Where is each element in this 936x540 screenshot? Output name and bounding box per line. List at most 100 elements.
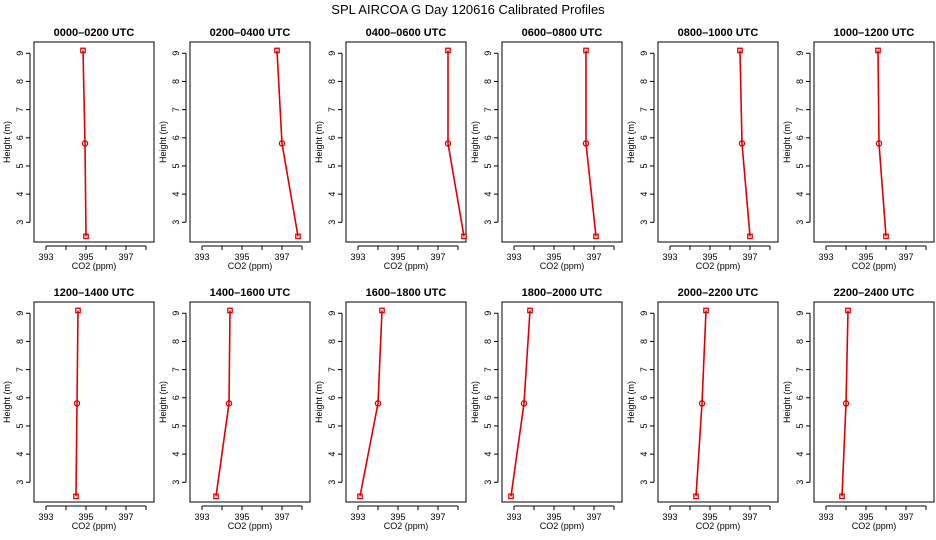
profile-point [845, 307, 851, 314]
y-tick-label: 9 [171, 311, 181, 316]
co2-profile-line [359, 310, 383, 497]
x-tick-label: 393 [662, 252, 677, 262]
y-tick-label: 5 [327, 423, 337, 428]
profile-point [738, 140, 746, 147]
y-axis-label: Height (m) [314, 381, 324, 423]
profile-point [698, 400, 706, 407]
y-tick-label: 7 [327, 107, 337, 112]
y-axis-label: Height (m) [158, 381, 168, 423]
y-tick-label: 5 [795, 423, 805, 428]
panel-title: 1800–2000 UTC [522, 287, 603, 299]
y-tick-label: 4 [795, 452, 805, 457]
y-tick-label: 9 [327, 311, 337, 316]
y-tick-label: 8 [795, 339, 805, 344]
panel-title: 0400–0600 UTC [366, 27, 447, 39]
y-tick-label: 8 [15, 79, 25, 84]
x-tick-label: 395 [234, 512, 249, 522]
y-tick-label: 3 [483, 480, 493, 485]
y-tick-label: 4 [15, 192, 25, 197]
profile-point [883, 233, 889, 240]
x-tick-label: 393 [350, 252, 365, 262]
x-axis-label: CO2 (ppm) [852, 261, 897, 271]
y-tick-label: 8 [171, 339, 181, 344]
y-tick-label: 5 [483, 163, 493, 168]
y-tick-label: 4 [483, 192, 493, 197]
profile-point [703, 307, 709, 314]
panel-title: 1200–1400 UTC [54, 287, 135, 299]
y-axis-label: Height (m) [626, 381, 636, 423]
y-tick-label: 3 [327, 480, 337, 485]
plot-frame [345, 301, 467, 503]
x-axis-label: CO2 (ppm) [696, 261, 741, 271]
y-tick-label: 9 [15, 51, 25, 56]
profile-point [747, 233, 753, 240]
plot-frame [657, 301, 779, 503]
y-tick-label: 3 [15, 220, 25, 225]
panel-title: 0200–0400 UTC [210, 27, 291, 39]
y-tick-label: 7 [327, 367, 337, 372]
plot-frame [501, 301, 623, 503]
panel-title: 2200–2400 UTC [834, 287, 915, 299]
profile-point [213, 493, 219, 500]
y-tick-label: 5 [795, 163, 805, 168]
x-tick-label: 395 [78, 252, 93, 262]
x-tick-label: 397 [742, 252, 757, 262]
x-tick-label: 395 [858, 512, 873, 522]
y-tick-label: 9 [795, 51, 805, 56]
y-tick-label: 6 [639, 395, 649, 400]
y-tick-label: 7 [15, 367, 25, 372]
y-tick-label: 5 [639, 423, 649, 428]
co2-profile-line [510, 310, 531, 497]
x-tick-label: 397 [274, 512, 289, 522]
x-axis-label: CO2 (ppm) [384, 521, 429, 531]
x-tick-label: 393 [818, 252, 833, 262]
y-tick-label: 8 [639, 339, 649, 344]
y-tick-label: 8 [327, 79, 337, 84]
plot-frame [189, 41, 311, 243]
y-tick-label: 3 [171, 480, 181, 485]
y-axis-label: Height (m) [158, 121, 168, 163]
y-tick-label: 9 [483, 311, 493, 316]
y-tick-label: 4 [327, 452, 337, 457]
y-tick-label: 5 [639, 163, 649, 168]
x-tick-label: 395 [702, 512, 717, 522]
y-tick-label: 4 [483, 452, 493, 457]
co2-profile-line [877, 50, 887, 237]
x-axis-label: CO2 (ppm) [72, 521, 117, 531]
panel-title: 1000–1200 UTC [834, 27, 915, 39]
y-tick-label: 5 [171, 163, 181, 168]
panel-title: 0000–0200 UTC [54, 27, 135, 39]
profile-point [842, 400, 850, 407]
y-tick-label: 7 [171, 107, 181, 112]
y-tick-label: 8 [327, 339, 337, 344]
y-tick-label: 7 [639, 367, 649, 372]
profile-point [582, 140, 590, 147]
x-tick-label: 393 [38, 252, 53, 262]
y-axis-label: Height (m) [2, 381, 12, 423]
profile-point [374, 400, 382, 407]
x-tick-label: 395 [78, 512, 93, 522]
y-tick-label: 5 [15, 163, 25, 168]
y-tick-label: 7 [15, 107, 25, 112]
y-tick-label: 4 [795, 192, 805, 197]
x-tick-label: 393 [194, 252, 209, 262]
y-tick-label: 3 [327, 220, 337, 225]
x-tick-label: 393 [38, 512, 53, 522]
y-tick-label: 6 [171, 135, 181, 140]
co2-profile-line [447, 50, 465, 237]
y-tick-label: 8 [639, 79, 649, 84]
y-tick-label: 8 [483, 339, 493, 344]
x-axis-label: CO2 (ppm) [540, 261, 585, 271]
x-tick-label: 397 [274, 252, 289, 262]
x-tick-label: 393 [350, 512, 365, 522]
y-tick-label: 9 [795, 311, 805, 316]
profile-point [379, 307, 385, 314]
y-tick-label: 6 [171, 395, 181, 400]
y-tick-label: 3 [639, 480, 649, 485]
x-tick-label: 395 [390, 252, 405, 262]
x-tick-label: 397 [430, 512, 445, 522]
y-axis-label: Height (m) [314, 121, 324, 163]
